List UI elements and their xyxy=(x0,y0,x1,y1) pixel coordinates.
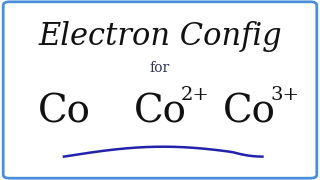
FancyBboxPatch shape xyxy=(3,2,317,178)
Text: 3+: 3+ xyxy=(270,86,300,104)
Text: Co: Co xyxy=(37,93,91,130)
Text: Electron Config: Electron Config xyxy=(38,21,282,51)
Text: Co: Co xyxy=(133,93,187,130)
Text: Co: Co xyxy=(223,93,276,130)
Text: 2+: 2+ xyxy=(181,86,210,104)
Text: for: for xyxy=(150,61,170,75)
